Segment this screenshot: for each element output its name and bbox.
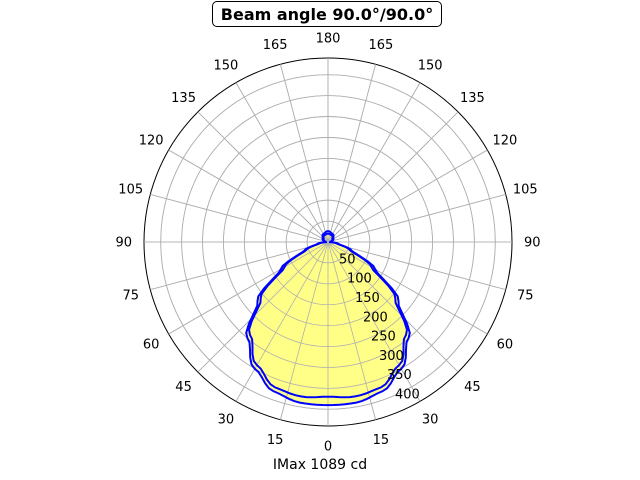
angle-tick-label: 135 <box>171 91 196 106</box>
angle-tick-label: 45 <box>175 380 192 395</box>
grid-spoke-overlay <box>327 111 459 243</box>
angle-tick-labels: 0 15 30 45 60 75 90 105 120 135 150 165 180 165 150 135… <box>115 31 540 454</box>
angle-tick-label: 30 <box>422 412 439 427</box>
angle-tick-label: 75 <box>517 288 534 303</box>
grid-spoke-overlay <box>327 193 506 243</box>
grid-spoke-overlay <box>150 241 329 291</box>
radial-tick-labels: 50 100 150 200 250 300 350 400 <box>339 252 420 402</box>
angle-tick-label: 105 <box>118 183 143 198</box>
grid-spoke-overlay <box>279 241 329 420</box>
angle-tick-label: 45 <box>464 380 481 395</box>
radial-tick-label: 200 <box>363 310 388 325</box>
grid-spoke-overlay <box>327 241 488 335</box>
grid-spoke-overlay <box>327 241 421 402</box>
grid-spoke-overlay <box>168 241 329 335</box>
grid-spoke-overlay <box>197 241 329 373</box>
angle-tick-label: 135 <box>460 91 485 106</box>
grid-spoke-overlay <box>327 149 488 243</box>
radial-tick-label: 150 <box>355 291 380 306</box>
grid-spoke-overlay <box>327 64 377 243</box>
grid-spoke-overlay <box>327 241 377 420</box>
radial-tick-label: 300 <box>379 349 404 364</box>
grid-spoke-overlay <box>235 241 329 402</box>
angle-tick-label: 150 <box>418 59 443 74</box>
distribution-fill <box>144 58 512 426</box>
angle-tick-label: 90 <box>115 236 132 251</box>
imax-label: IMax 1089 cd <box>272 457 368 473</box>
grid-spoke-overlay <box>327 241 506 291</box>
grid-spoke-overlay <box>327 241 459 373</box>
angle-tick-label: 30 <box>218 412 235 427</box>
grid-spoke-overlay <box>279 64 329 243</box>
angle-tick-label: 120 <box>492 133 517 148</box>
radial-tick-label: 50 <box>339 252 356 267</box>
radial-tick-label: 250 <box>371 330 396 345</box>
angle-tick-label: 180 <box>316 31 341 46</box>
chart-title: Beam angle 90.0°/90.0° <box>212 1 442 27</box>
angle-tick-label: 150 <box>213 59 238 74</box>
radial-tick-label: 400 <box>395 388 420 403</box>
distribution-curves <box>245 230 411 407</box>
angle-tick-label: 0 <box>324 440 332 455</box>
angle-tick-label: 120 <box>139 133 164 148</box>
radial-tick-label: 100 <box>347 272 372 287</box>
grid-spoke-overlay <box>168 149 329 243</box>
angle-tick-label: 15 <box>373 433 390 448</box>
distribution-curve-1 <box>247 232 409 399</box>
angle-tick-label: 105 <box>513 183 538 198</box>
angle-tick-label: 60 <box>497 338 514 353</box>
angle-tick-label: 75 <box>122 288 139 303</box>
radial-tick-label: 350 <box>387 368 412 383</box>
grid-spoke-overlay <box>150 193 329 243</box>
angle-tick-label: 165 <box>263 38 288 53</box>
grid-spoke-overlay <box>197 111 329 243</box>
distribution-curve-0 <box>245 230 411 407</box>
angle-tick-label: 165 <box>368 38 393 53</box>
angle-tick-label: 60 <box>143 338 160 353</box>
grid-spoke-overlay <box>235 82 329 243</box>
angle-tick-label: 90 <box>524 236 541 251</box>
angle-tick-label: 15 <box>267 433 284 448</box>
grid-spoke-overlay <box>327 82 421 243</box>
